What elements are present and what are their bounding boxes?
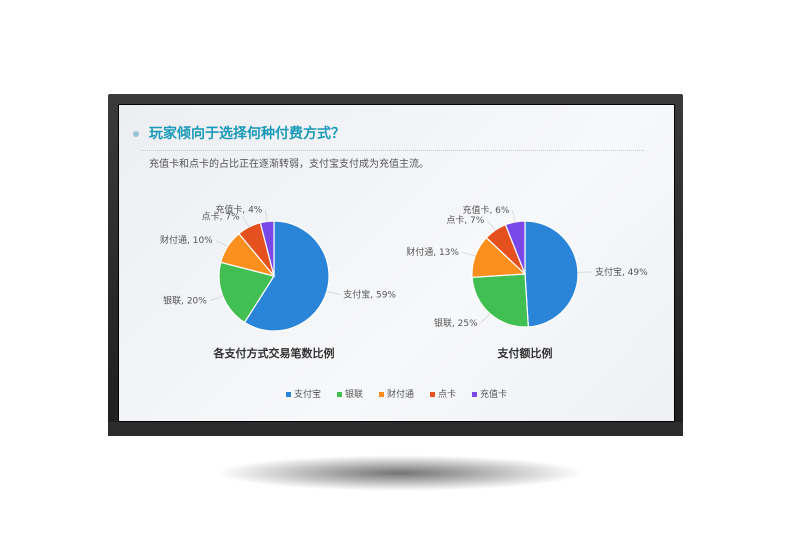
slide-title: 玩家倾向于选择何种付费方式？	[149, 126, 345, 142]
monitor: 玩家倾向于选择何种付费方式？ 充值卡和点卡的占比正在逐渐转弱，支付宝支付成为充值…	[108, 94, 683, 436]
pie-slice-充值卡	[259, 220, 275, 277]
legend-item: 财付通	[378, 390, 414, 400]
data-label: 银联, 25%	[434, 317, 478, 329]
legend-swatch	[336, 392, 342, 397]
pie-slice-支付宝	[524, 220, 579, 328]
legend-label: 银联	[344, 390, 363, 400]
data-label: 点卡, 7%	[202, 210, 240, 222]
monitor-bottom-bezel	[108, 422, 683, 436]
legend-swatch	[472, 392, 478, 397]
pie-slice-银联	[218, 261, 275, 324]
legend-item: 银联	[336, 390, 363, 400]
divider	[141, 150, 644, 151]
legend-item: 点卡	[430, 390, 456, 400]
pie-slice-银联	[471, 273, 529, 328]
legend-label: 充值卡	[480, 390, 508, 400]
legend: 支付宝 银联 财付通 点卡 充值卡	[119, 387, 674, 400]
legend-label: 点卡	[438, 390, 457, 400]
legend-label: 支付宝	[293, 390, 321, 400]
legend-item: 充值卡	[472, 390, 507, 400]
label-leader	[487, 220, 496, 231]
label-leader	[480, 313, 491, 323]
legend-swatch	[378, 392, 384, 397]
chart-title: 各支付方式交易笔数比例	[213, 346, 335, 360]
legend-swatch	[430, 392, 435, 397]
legend-swatch	[285, 392, 291, 397]
data-label: 充值卡, 4%	[215, 204, 262, 216]
label-leader	[209, 295, 223, 301]
slide-subtitle: 充值卡和点卡的占比正在逐渐转弱，支付宝支付成为充值主流。	[149, 159, 429, 170]
label-leader	[242, 216, 250, 228]
data-label: 点卡, 7%	[446, 214, 484, 226]
data-label: 财付通, 13%	[406, 246, 459, 258]
data-label: 银联, 20%	[163, 295, 207, 307]
chart-title: 支付额比例	[497, 346, 553, 360]
pie-charts: 支付宝, 59%银联, 20%财付通, 10%点卡, 7%充值卡, 4%各支付方…	[160, 204, 648, 360]
data-label: 支付宝, 59%	[343, 289, 396, 301]
data-label: 支付宝, 49%	[595, 266, 648, 278]
slide-screen: 玩家倾向于选择何种付费方式？ 充值卡和点卡的占比正在逐渐转弱，支付宝支付成为充值…	[118, 104, 675, 422]
label-leader	[215, 239, 228, 247]
legend-item: 支付宝	[285, 390, 321, 400]
data-label: 财付通, 10%	[160, 234, 213, 246]
pie-slice-支付宝	[243, 220, 330, 332]
label-leader	[265, 209, 268, 222]
label-leader	[326, 291, 341, 295]
legend-label: 财付通	[386, 390, 414, 400]
monitor-shadow	[215, 455, 585, 491]
label-leader	[461, 251, 476, 257]
bullet-icon	[133, 131, 139, 137]
label-leader	[512, 210, 516, 223]
data-label: 充值卡, 6%	[462, 204, 509, 216]
